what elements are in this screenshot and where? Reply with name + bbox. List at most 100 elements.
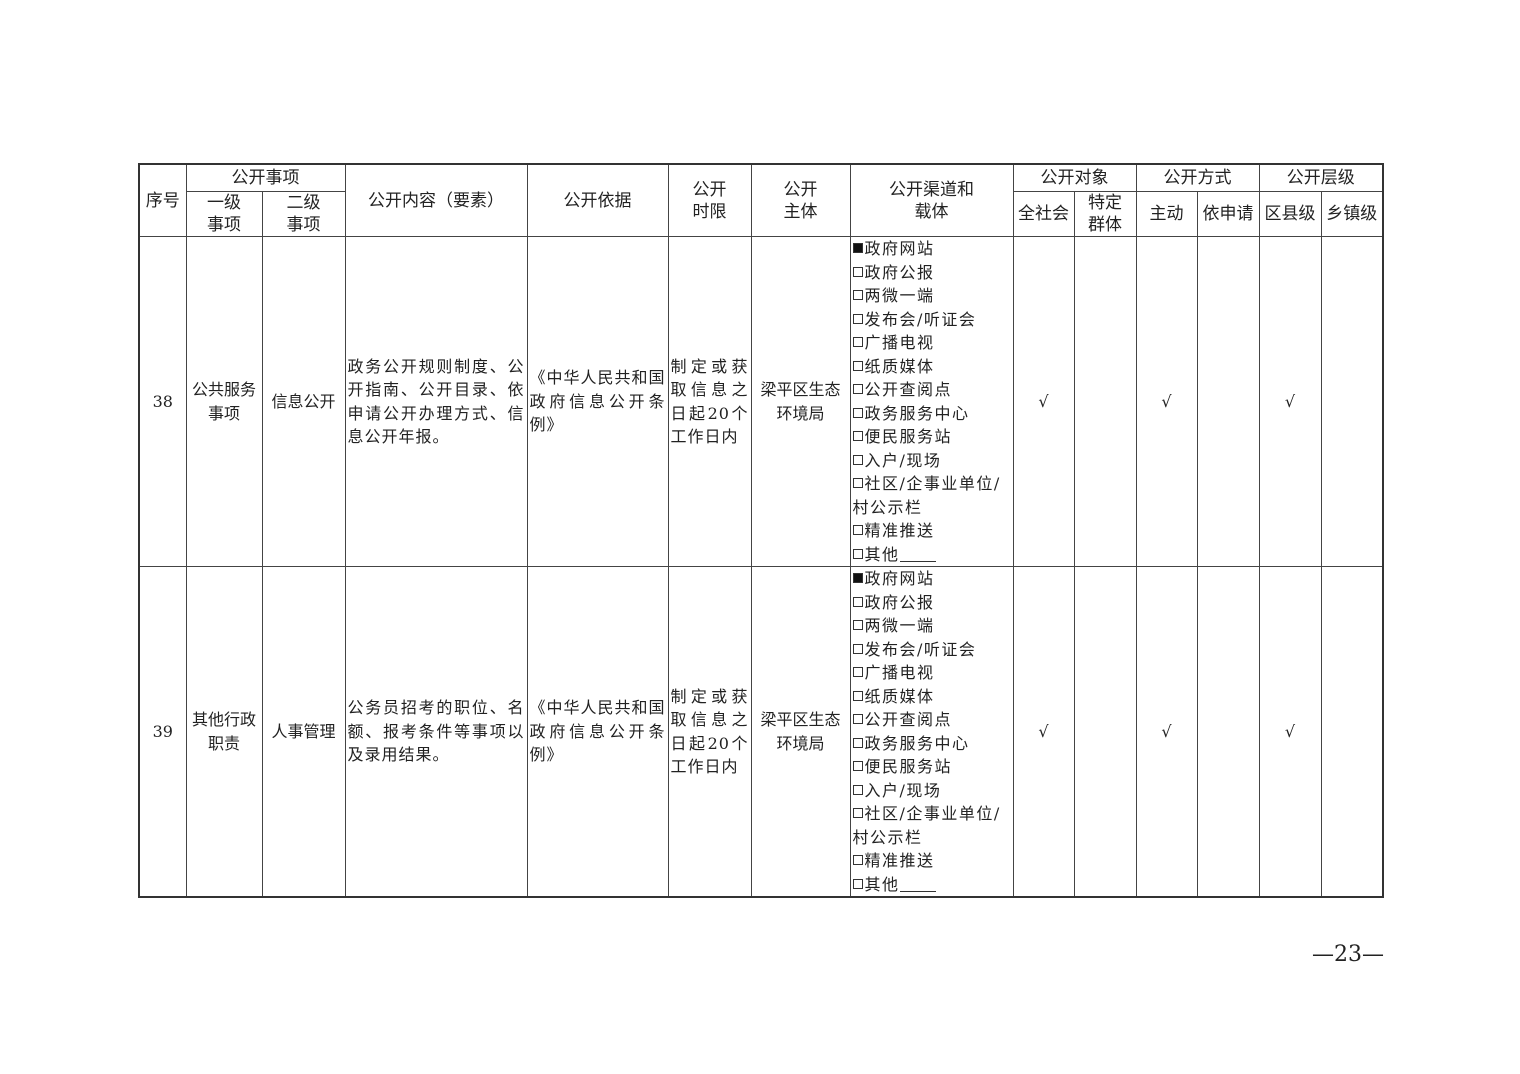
header-target-group-line2: 群体 xyxy=(1088,215,1122,235)
channel-item: 村公示栏 xyxy=(853,826,1011,850)
header-level-district: 区县级 xyxy=(1258,191,1322,237)
channel-item: 政府网站 xyxy=(852,567,1011,591)
level1-cell: 其他行政职责 xyxy=(185,566,263,898)
channel-item: 政府公报 xyxy=(852,261,1011,285)
unchecked-box-icon xyxy=(852,878,863,889)
target-all-cell: √ xyxy=(1012,236,1075,567)
level2-cell: 人事管理 xyxy=(261,566,346,898)
unchecked-box-icon xyxy=(852,548,863,559)
unchecked-box-icon xyxy=(852,313,863,324)
blank-underline xyxy=(899,545,936,562)
mode-active-cell: √ xyxy=(1135,236,1198,567)
channel-item: 两微一端 xyxy=(852,614,1011,638)
header-time-line1: 公开 xyxy=(692,179,727,200)
unchecked-box-icon xyxy=(852,596,863,607)
mode-request-cell xyxy=(1196,566,1260,898)
unchecked-box-icon xyxy=(852,737,863,748)
level-town-cell xyxy=(1320,566,1384,898)
channel-label: 便民服务站 xyxy=(864,757,953,776)
channel-label: 社区/企事业单位/ xyxy=(864,804,1001,823)
unchecked-box-icon xyxy=(852,360,863,371)
unchecked-box-icon xyxy=(852,478,863,488)
channel-label: 两微一端 xyxy=(864,286,935,305)
header-channel-line2: 载体 xyxy=(914,201,949,222)
channel-item: 纸质媒体 xyxy=(852,355,1011,379)
header-level1-line2: 事项 xyxy=(207,215,241,235)
channel-item: 社区/企事业单位/ xyxy=(852,802,1011,826)
channel-item: 其他 xyxy=(852,873,1011,897)
target-group-cell xyxy=(1073,236,1137,567)
channel-cell: 政府网站 政府公报 两微一端 发布会/听证会 广播电视 纸质媒体 公开查阅点 政务服务中心 便民… xyxy=(849,566,1014,898)
channel-label: 发布会/听证会 xyxy=(864,309,977,329)
level-town-cell xyxy=(1320,236,1384,567)
channel-label: 纸质媒体 xyxy=(864,356,935,376)
level-district-cell: √ xyxy=(1258,566,1322,898)
channel-label: 政府网站 xyxy=(864,569,935,588)
channel-label: 发布会/听证会 xyxy=(864,639,977,659)
subject-cell: 梁平区生态环境局 xyxy=(750,236,851,567)
header-mode-active: 主动 xyxy=(1135,191,1198,237)
header-target: 公开对象 xyxy=(1012,163,1137,192)
channel-label: 纸质媒体 xyxy=(864,686,935,706)
unchecked-box-icon xyxy=(852,855,863,865)
channel-label: 便民服务站 xyxy=(864,427,953,446)
checked-box-icon xyxy=(852,243,863,253)
level1-cell: 公共服务事项 xyxy=(185,236,263,567)
header-time: 公开 时限 xyxy=(667,163,752,237)
channel-item: 社区/企事业单位/ xyxy=(852,472,1011,496)
disclosure-table: 序号 公开事项 公开内容（要素） 公开依据 公开 时限 公开 主体 公开渠道和 载体 … xyxy=(138,163,1384,898)
unchecked-box-icon xyxy=(852,643,863,654)
channel-item: 精准推送 xyxy=(852,849,1011,873)
channel-item: 两微一端 xyxy=(852,284,1011,308)
channel-item: 发布会/听证会 xyxy=(852,308,1011,332)
content-cell: 政务公开规则制度、公开指南、公开目录、依申请公开办理方式、信息公开年报。 xyxy=(344,236,528,567)
header-subject: 公开 主体 xyxy=(750,163,851,237)
channel-label: 社区/企事业单位/ xyxy=(864,474,1001,493)
unchecked-box-icon xyxy=(852,266,863,277)
unchecked-box-icon xyxy=(852,620,863,630)
basis-cell: 《中华人民共和国政府信息公开条例》 xyxy=(526,566,669,898)
channel-label: 广播电视 xyxy=(864,333,935,352)
channel-label: 精准推送 xyxy=(864,521,935,540)
channel-label: 入户/现场 xyxy=(864,450,942,470)
channel-label: 公开查阅点 xyxy=(864,380,953,399)
header-target-all: 全社会 xyxy=(1012,191,1075,237)
seq-cell: 39 xyxy=(138,566,187,898)
blank-underline xyxy=(899,875,936,892)
channel-label: 其他 xyxy=(864,874,900,894)
channel-label: 政府公报 xyxy=(864,592,935,612)
header-target-group: 特定 群体 xyxy=(1073,191,1137,237)
channel-label: 两微一端 xyxy=(864,616,935,635)
unchecked-box-icon xyxy=(852,525,863,535)
table-row: 39 其他行政职责 人事管理 公务员招考的职位、名额、报考条件等事项以及录用结果。 《中… xyxy=(138,566,1384,898)
level-district-cell: √ xyxy=(1258,236,1322,567)
mode-request-cell xyxy=(1196,236,1260,567)
channel-label: 其他 xyxy=(864,544,900,564)
header-time-line2: 时限 xyxy=(692,201,727,222)
header-subject-line2: 主体 xyxy=(783,201,818,222)
header-level1-line1: 一级 xyxy=(207,193,241,213)
target-all-cell: √ xyxy=(1012,566,1075,898)
target-group-cell xyxy=(1073,566,1137,898)
checked-box-icon xyxy=(852,573,863,583)
header-channel: 公开渠道和 载体 xyxy=(849,163,1014,237)
header-channel-line1: 公开渠道和 xyxy=(889,179,974,200)
channel-item: 入户/现场 xyxy=(852,449,1011,473)
channel-label: 政府网站 xyxy=(864,239,935,258)
mode-active-cell: √ xyxy=(1135,566,1198,898)
unchecked-box-icon xyxy=(852,714,863,724)
level2-cell: 信息公开 xyxy=(261,236,346,567)
channel-item: 政府公报 xyxy=(852,591,1011,615)
channel-item: 入户/现场 xyxy=(852,779,1011,803)
unchecked-box-icon xyxy=(852,761,863,771)
unchecked-box-icon xyxy=(852,290,863,300)
header-level: 公开层级 xyxy=(1258,163,1384,192)
unchecked-box-icon xyxy=(852,808,863,818)
channel-item: 政务服务中心 xyxy=(852,732,1011,756)
channel-item: 村公示栏 xyxy=(853,496,1011,520)
header-level1: 一级 事项 xyxy=(185,191,263,237)
channel-label: 政府公报 xyxy=(864,262,935,282)
channel-label: 村公示栏 xyxy=(852,827,923,847)
header-level-town: 乡镇级 xyxy=(1320,191,1384,237)
content-cell: 公务员招考的职位、名额、报考条件等事项以及录用结果。 xyxy=(344,566,528,898)
